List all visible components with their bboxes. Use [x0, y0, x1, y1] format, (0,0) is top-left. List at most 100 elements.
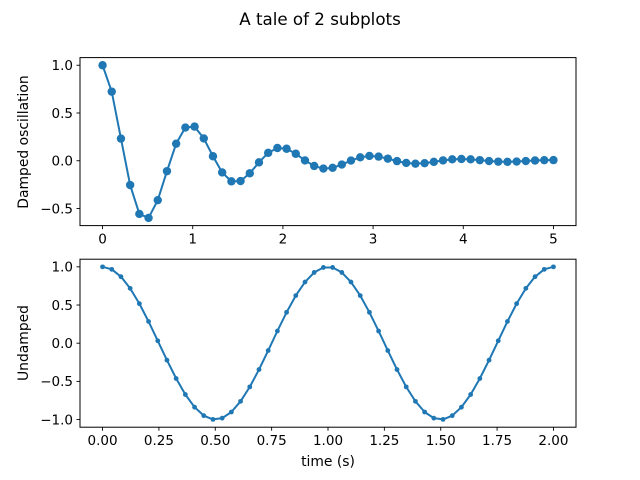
- data-point-marker: [523, 285, 529, 291]
- data-point-marker: [136, 301, 142, 307]
- data-point-marker: [337, 160, 347, 169]
- data-point-marker: [125, 180, 135, 190]
- data-point-marker: [514, 301, 520, 307]
- data-point-marker: [171, 139, 181, 148]
- data-series-line: [101, 64, 555, 219]
- data-point-marker: [392, 156, 402, 166]
- data-point-marker: [144, 213, 153, 223]
- axes-spine: [79, 57, 577, 227]
- x-tick-label: 1.00: [313, 433, 343, 449]
- data-point-marker: [403, 384, 409, 390]
- data-point-marker: [247, 384, 253, 390]
- data-point-marker: [339, 270, 345, 275]
- data-point-marker: [319, 164, 328, 173]
- data-point-marker: [282, 144, 291, 153]
- data-point-marker: [162, 166, 172, 176]
- x-tick-label: 2.00: [538, 433, 568, 449]
- x-tick-label: 0.25: [144, 433, 174, 449]
- x-tick-label: 1.25: [369, 433, 399, 449]
- data-point-marker: [192, 404, 197, 410]
- data-point-marker: [127, 285, 133, 291]
- data-point-marker: [385, 348, 391, 353]
- x-tick-label: 2: [279, 231, 288, 247]
- y-tick-label: −1.0: [40, 412, 73, 428]
- data-point-marker: [330, 265, 335, 270]
- data-point-marker: [431, 415, 437, 421]
- data-point-marker: [118, 274, 124, 280]
- data-point-marker: [551, 264, 556, 270]
- data-point-marker: [227, 177, 236, 186]
- x-tick-label: 1.50: [426, 433, 456, 449]
- data-point-marker: [449, 413, 455, 419]
- data-point-marker: [311, 270, 317, 275]
- data-point-marker: [459, 404, 464, 410]
- data-series-line: [101, 265, 555, 421]
- data-point-marker: [263, 148, 273, 158]
- data-point-marker: [199, 134, 208, 143]
- data-point-marker: [201, 413, 207, 419]
- data-point-marker: [135, 209, 144, 219]
- x-tick-label: 0.75: [257, 433, 287, 449]
- data-point-marker: [530, 156, 540, 165]
- data-point-marker: [98, 61, 107, 70]
- data-point-marker: [512, 157, 521, 166]
- data-point-marker: [219, 415, 225, 421]
- data-point-marker: [309, 161, 319, 171]
- y-tick-label: 0.5: [52, 298, 73, 314]
- subplot-0: 0 1 2 3 4 5 −0.5 0.0 0.5 1.0: [40, 57, 577, 247]
- data-point-marker: [217, 168, 227, 177]
- data-point-marker: [208, 152, 218, 161]
- subplot-1: 0.00 0.25 0.50 0.75 1.00 1.25 1.50 1.75 2.00 −1.0…: [40, 258, 577, 449]
- figure-title: A tale of 2 subplots: [239, 9, 401, 29]
- y-tick-label: 0.0: [52, 336, 73, 352]
- data-point-marker: [549, 155, 558, 165]
- data-point-marker: [420, 158, 429, 168]
- data-point-marker: [532, 274, 538, 280]
- data-point-marker: [190, 122, 199, 131]
- data-point-marker: [238, 398, 243, 404]
- y-tick-label: 1.0: [52, 58, 73, 74]
- data-point-marker: [155, 338, 161, 344]
- data-point-marker: [346, 156, 356, 165]
- data-point-marker: [540, 155, 549, 165]
- data-point-marker: [429, 157, 439, 167]
- data-point-marker: [273, 143, 282, 153]
- data-point-marker: [541, 266, 547, 272]
- data-point-marker: [265, 348, 271, 353]
- data-point-marker: [274, 328, 280, 334]
- data-point-marker: [100, 264, 105, 270]
- data-point-marker: [376, 328, 382, 334]
- data-point-marker: [413, 398, 418, 404]
- data-point-marker: [107, 87, 116, 96]
- data-point-marker: [181, 123, 190, 132]
- data-point-marker: [293, 293, 299, 298]
- y-tick-label: 1.0: [52, 260, 73, 276]
- data-point-marker: [468, 392, 474, 397]
- data-point-marker: [348, 279, 354, 285]
- bottom-subplot-xlabel: time (s): [301, 454, 355, 470]
- data-point-marker: [228, 409, 234, 415]
- data-point-marker: [486, 357, 492, 363]
- data-point-marker: [457, 154, 466, 164]
- data-point-marker: [116, 134, 126, 143]
- data-point-marker: [300, 156, 310, 165]
- y-tick-label: 0.5: [52, 106, 73, 122]
- data-point-marker: [284, 309, 289, 315]
- x-tick-label: 0: [98, 231, 107, 247]
- x-tick-label: 0.00: [88, 433, 118, 449]
- data-point-marker: [495, 338, 501, 344]
- data-point-marker: [328, 163, 337, 173]
- x-tick-label: 5: [549, 231, 558, 247]
- data-point-marker: [153, 195, 162, 205]
- data-point-marker: [164, 357, 170, 363]
- y-tick-label: −0.5: [40, 201, 73, 217]
- axes-spine: [79, 258, 577, 428]
- data-point-marker: [505, 319, 510, 324]
- x-tick-label: 1: [188, 231, 197, 247]
- data-point-marker: [466, 155, 475, 164]
- data-point-marker: [357, 293, 363, 298]
- data-point-marker: [440, 417, 446, 422]
- data-point-marker: [256, 367, 262, 372]
- data-point-marker: [365, 151, 374, 161]
